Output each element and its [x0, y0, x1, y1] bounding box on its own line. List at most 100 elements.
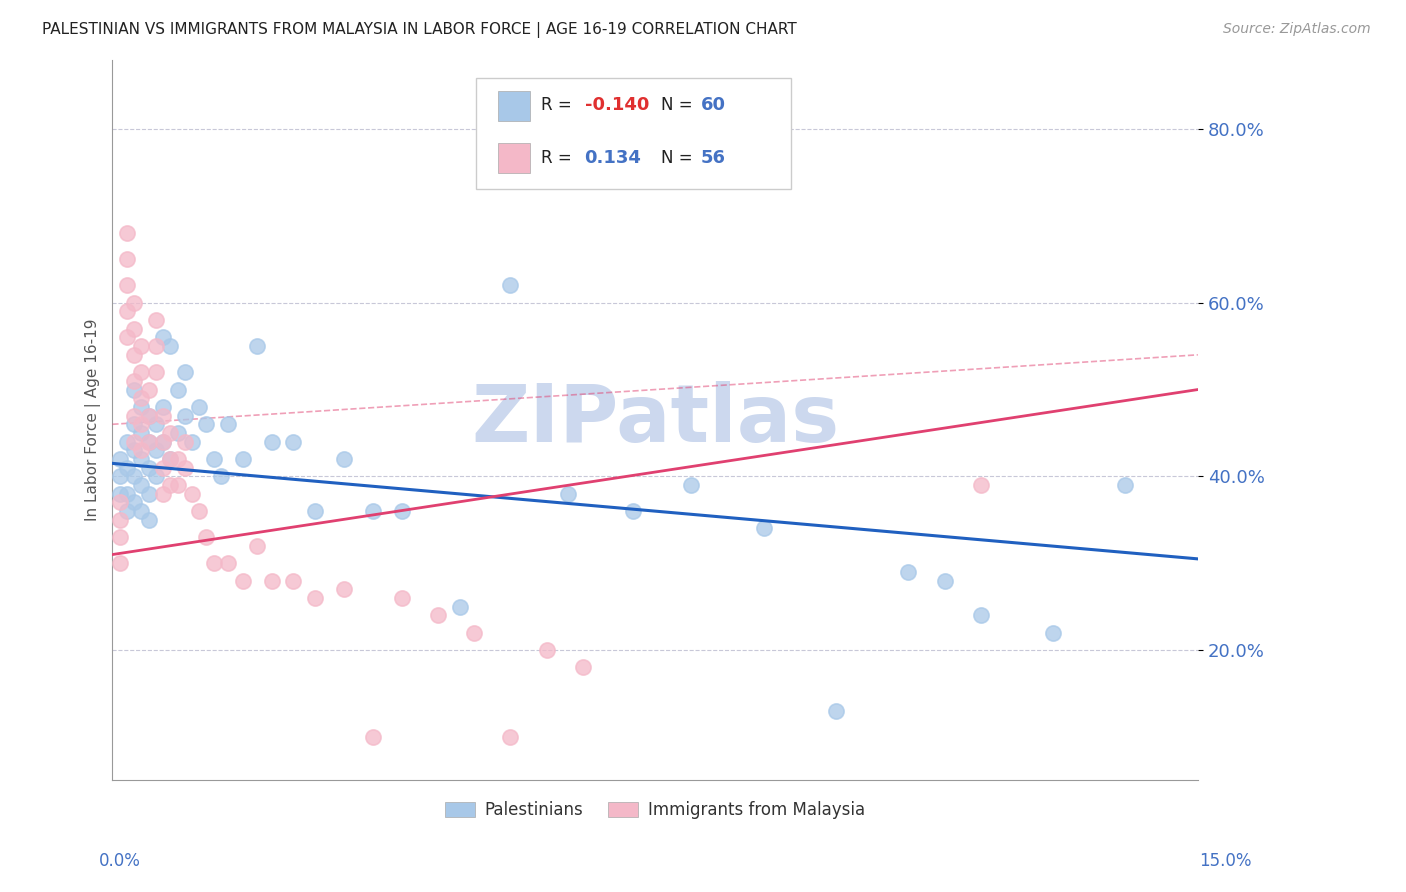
- FancyBboxPatch shape: [498, 144, 530, 173]
- Point: [115, 460, 138, 475]
- Point: [159, 339, 181, 353]
- Point: [145, 469, 167, 483]
- Text: 56: 56: [700, 149, 725, 168]
- Point: [115, 304, 138, 318]
- Point: [557, 487, 579, 501]
- Text: Source: ZipAtlas.com: Source: ZipAtlas.com: [1223, 22, 1371, 37]
- Point: [138, 513, 160, 527]
- Text: 0.134: 0.134: [585, 149, 641, 168]
- Point: [304, 504, 326, 518]
- Point: [108, 452, 131, 467]
- Point: [499, 730, 522, 744]
- Point: [145, 339, 167, 353]
- Point: [131, 417, 153, 432]
- Point: [897, 565, 920, 579]
- Point: [108, 469, 131, 483]
- Point: [131, 452, 153, 467]
- Text: PALESTINIAN VS IMMIGRANTS FROM MALAYSIA IN LABOR FORCE | AGE 16-19 CORRELATION C: PALESTINIAN VS IMMIGRANTS FROM MALAYSIA …: [42, 22, 797, 38]
- Point: [283, 434, 305, 449]
- Point: [173, 409, 195, 423]
- Point: [188, 400, 211, 414]
- Point: [427, 608, 450, 623]
- Point: [246, 339, 269, 353]
- Point: [152, 400, 174, 414]
- Point: [232, 452, 254, 467]
- Point: [391, 504, 413, 518]
- Point: [166, 478, 188, 492]
- Point: [623, 504, 645, 518]
- Point: [159, 478, 181, 492]
- Point: [138, 383, 160, 397]
- Point: [131, 400, 153, 414]
- Point: [108, 495, 131, 509]
- Point: [145, 417, 167, 432]
- Point: [145, 443, 167, 458]
- Point: [499, 278, 522, 293]
- Point: [115, 252, 138, 267]
- Point: [159, 425, 181, 440]
- Point: [195, 417, 218, 432]
- Point: [122, 348, 145, 362]
- Point: [108, 513, 131, 527]
- Point: [188, 504, 211, 518]
- Point: [970, 608, 993, 623]
- Point: [260, 434, 283, 449]
- Point: [122, 383, 145, 397]
- Point: [138, 487, 160, 501]
- Point: [333, 452, 356, 467]
- Point: [173, 434, 195, 449]
- Point: [173, 460, 195, 475]
- Point: [361, 504, 384, 518]
- Text: 60: 60: [700, 96, 725, 114]
- Point: [152, 434, 174, 449]
- Point: [260, 574, 283, 588]
- Text: R =: R =: [541, 149, 582, 168]
- FancyBboxPatch shape: [477, 78, 790, 189]
- Point: [122, 295, 145, 310]
- Point: [122, 443, 145, 458]
- Point: [122, 322, 145, 336]
- Text: R =: R =: [541, 96, 578, 114]
- Point: [108, 487, 131, 501]
- Point: [108, 530, 131, 544]
- Text: N =: N =: [661, 149, 697, 168]
- Point: [449, 599, 471, 614]
- Point: [122, 434, 145, 449]
- Point: [283, 574, 305, 588]
- Point: [681, 478, 703, 492]
- Point: [131, 443, 153, 458]
- Point: [138, 434, 160, 449]
- Point: [145, 313, 167, 327]
- Point: [138, 460, 160, 475]
- Point: [1042, 625, 1064, 640]
- Point: [217, 556, 239, 570]
- Point: [304, 591, 326, 605]
- Point: [361, 730, 384, 744]
- Point: [108, 556, 131, 570]
- Point: [202, 556, 225, 570]
- Point: [152, 409, 174, 423]
- Point: [159, 452, 181, 467]
- Point: [122, 409, 145, 423]
- Point: [1114, 478, 1136, 492]
- Point: [131, 478, 153, 492]
- Text: 15.0%: 15.0%: [1199, 852, 1251, 870]
- Point: [970, 478, 993, 492]
- Point: [131, 365, 153, 379]
- Point: [202, 452, 225, 467]
- Point: [131, 425, 153, 440]
- Point: [571, 660, 593, 674]
- Point: [159, 452, 181, 467]
- Point: [232, 574, 254, 588]
- Point: [115, 330, 138, 344]
- Point: [209, 469, 232, 483]
- Text: N =: N =: [661, 96, 697, 114]
- Point: [391, 591, 413, 605]
- Point: [181, 434, 204, 449]
- Legend: Palestinians, Immigrants from Malaysia: Palestinians, Immigrants from Malaysia: [439, 795, 872, 826]
- Point: [122, 417, 145, 432]
- Point: [145, 365, 167, 379]
- Point: [122, 495, 145, 509]
- Text: 0.0%: 0.0%: [98, 852, 141, 870]
- Point: [138, 434, 160, 449]
